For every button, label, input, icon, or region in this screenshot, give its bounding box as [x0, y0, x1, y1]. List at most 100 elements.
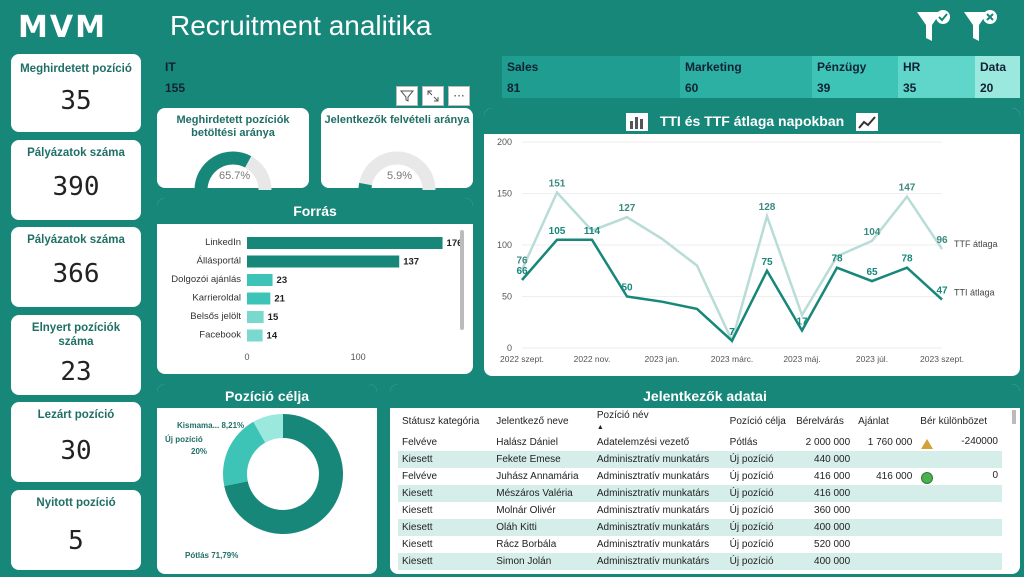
- series-name-label: TTF átlaga: [954, 239, 998, 249]
- line-chart-icon[interactable]: [856, 113, 879, 132]
- table-cell: Adminisztratív munkatárs: [593, 502, 726, 519]
- kpi-value: 366: [52, 259, 100, 289]
- table-row[interactable]: Kiesett Molnár Olivér Adminisztratív munka…: [398, 502, 1002, 519]
- table-cell: -240000: [916, 434, 1002, 451]
- dept-tile-marketing[interactable]: Marketing 60: [680, 56, 812, 98]
- dept-name: Data: [980, 60, 1007, 74]
- slice-label: Új pozíció: [165, 435, 203, 444]
- more-icon[interactable]: ···: [448, 86, 470, 106]
- table-cell: 2 000 000: [792, 434, 854, 451]
- col-header-position[interactable]: Pozíció név ▲: [593, 408, 726, 434]
- source-bar[interactable]: [247, 311, 264, 323]
- cell-text: Mészáros Valéria: [496, 488, 573, 499]
- dept-tile-sales[interactable]: Sales 81: [502, 56, 680, 98]
- cell-text: Simon Jolán: [496, 556, 552, 567]
- table-cell: Simon Jolán: [492, 553, 593, 570]
- table-cell: Új pozíció: [725, 553, 793, 570]
- col-header-salary-expectation[interactable]: Bérelvárás: [796, 415, 844, 427]
- cell-text: Pótlás: [729, 437, 758, 448]
- series-line[interactable]: [521, 238, 943, 343]
- line-chart-header: TTI és TTF átlaga napokban: [484, 108, 1020, 134]
- data-label: 66: [516, 266, 528, 277]
- gauge-value: 5.9%: [387, 170, 413, 182]
- kpi-value: 5: [68, 526, 84, 556]
- line-chart-title: TTI és TTF átlaga napokban: [659, 113, 845, 129]
- x-tick-label: 2023 szept.: [920, 354, 964, 364]
- cell-text: Adatelemzési vezető: [596, 437, 690, 448]
- table-row[interactable]: Felvéve Juhász Annamária Adminisztratív mu…: [398, 468, 1002, 485]
- table-row[interactable]: Kiesett Oláh Kitti Adminisztratív munkatár…: [398, 519, 1002, 536]
- circle-icon: [921, 471, 934, 484]
- data-label: 96: [936, 235, 948, 246]
- col-header-offer[interactable]: Ajánlat: [858, 415, 889, 427]
- series-line[interactable]: [520, 190, 944, 345]
- gauge-title: Jelentkezők felvételi aránya: [324, 114, 470, 126]
- table-cell: 520 000: [792, 536, 854, 553]
- applicants-table-title: Jelentkezők adatai: [390, 384, 1020, 408]
- col-header-name[interactable]: Jelentkező neve: [496, 415, 569, 427]
- source-bar[interactable]: [247, 255, 400, 268]
- kpi-label: Nyitott pozíció: [36, 497, 116, 509]
- x-tick-label: 2023 márc.: [711, 354, 754, 364]
- source-bar[interactable]: [247, 329, 263, 342]
- cell-text: Új pozíció: [729, 488, 774, 499]
- table-cell: Adatelemzési vezető: [593, 434, 726, 451]
- source-bar[interactable]: [247, 274, 273, 286]
- kpi-label: Pályázatok száma: [27, 234, 125, 246]
- table-cell: [854, 553, 917, 570]
- data-label: 78: [831, 254, 843, 265]
- table-cell: Új pozíció: [725, 519, 793, 536]
- cell-text: 360 000: [814, 505, 851, 516]
- filter-icon[interactable]: [396, 86, 418, 106]
- table-row[interactable]: Kiesett Rácz Borbála Adminisztratív munkat…: [398, 536, 1002, 553]
- filter-clear-icon[interactable]: [962, 8, 998, 46]
- y-tick-label: 150: [497, 189, 512, 199]
- dept-tile-data[interactable]: Data 20: [975, 56, 1020, 98]
- data-label: 47: [936, 286, 948, 297]
- table-cell: Új pozíció: [726, 536, 792, 553]
- table-cell: [854, 536, 916, 553]
- dept-tile-finance[interactable]: Pénzügy 39: [812, 56, 898, 98]
- table-cell: Új pozíció: [726, 468, 792, 485]
- table-cell: Új pozíció: [726, 502, 792, 519]
- x-tick-label: 2023 máj.: [783, 354, 820, 364]
- applicants-table: Státusz kategória Jelentkező neve Pozíci…: [398, 408, 1002, 570]
- dept-tile-hr[interactable]: HR 35: [898, 56, 975, 98]
- gauge-track: [358, 151, 436, 191]
- data-label: 50: [621, 283, 633, 294]
- filter-apply-icon[interactable]: [915, 8, 951, 46]
- cell-text: 416 000: [876, 471, 913, 482]
- cell-text: Kiesett: [402, 539, 433, 550]
- y-tick-label: 50: [502, 292, 512, 302]
- table-cell: [916, 485, 1002, 502]
- donut-slice[interactable]: [224, 414, 344, 534]
- source-bar[interactable]: [247, 292, 271, 305]
- donut-slice[interactable]: [253, 414, 283, 443]
- bar-chart-icon[interactable]: [625, 113, 648, 132]
- col-header-salary-diff[interactable]: Bér különbözet: [920, 415, 987, 427]
- table-row[interactable]: Kiesett Fekete Emese Adminisztratív munkat…: [398, 451, 1002, 468]
- cell-text: Új pozíció: [729, 556, 774, 567]
- table-row[interactable]: Felvéve Halász Dániel Adatelemzési vezető P…: [398, 434, 1002, 451]
- table-cell: Kiesett: [398, 451, 493, 468]
- col-header-purpose[interactable]: Pozíció célja: [729, 415, 786, 427]
- dept-name: Marketing: [685, 60, 742, 74]
- table-row[interactable]: Kiesett Mészáros Valéria Adminisztratív mu…: [398, 485, 1002, 502]
- cell-text: 400 000: [814, 522, 851, 533]
- cell-text: Adminisztratív munkatárs: [596, 522, 710, 533]
- table-row[interactable]: Kiesett Simon Jolán Adminisztratív munkatá…: [398, 553, 1002, 570]
- donut-slice[interactable]: [223, 421, 266, 487]
- dept-value: 155: [165, 81, 186, 95]
- col-header-status[interactable]: Státusz kategória: [402, 415, 480, 427]
- table-cell: Adminisztratív munkatárs: [593, 468, 726, 485]
- cell-text: Adminisztratív munkatárs: [596, 454, 710, 465]
- table-cell: Kiesett: [398, 485, 493, 502]
- expand-icon[interactable]: [422, 86, 444, 106]
- data-label: 147: [899, 183, 916, 194]
- dept-name: IT: [165, 60, 176, 74]
- chart-scrollbar[interactable]: [460, 230, 464, 330]
- source-bar[interactable]: [247, 237, 443, 249]
- data-label: 114: [584, 226, 601, 237]
- table-scrollbar[interactable]: [1012, 410, 1016, 424]
- dept-tile-it[interactable]: IT 155: [160, 56, 502, 98]
